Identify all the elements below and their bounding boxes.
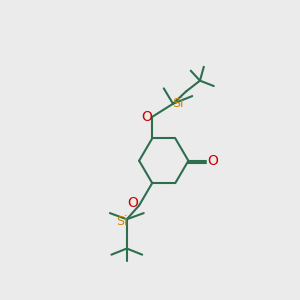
Text: Si: Si xyxy=(116,215,127,228)
Text: O: O xyxy=(141,110,152,124)
Text: O: O xyxy=(207,154,218,168)
Text: O: O xyxy=(128,196,138,210)
Text: Si: Si xyxy=(172,97,183,110)
